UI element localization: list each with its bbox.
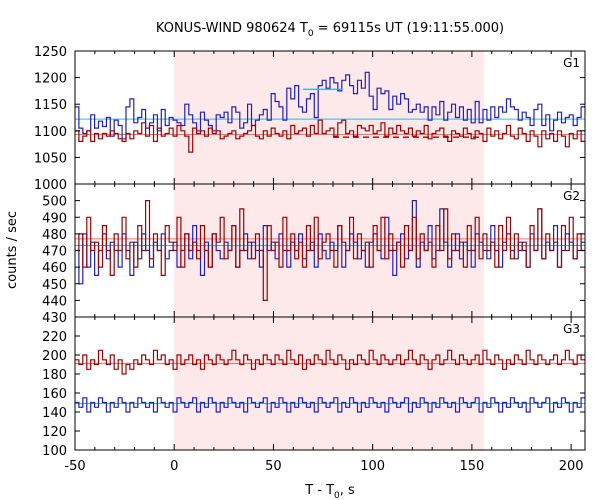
ytick-label-g1-1: 1050 <box>34 151 67 166</box>
ytick-label-g3-2: 140 <box>42 406 67 421</box>
panel-label-g1: G1 <box>563 56 580 70</box>
panel-frame-g3 <box>74 316 586 451</box>
ytick-label-g3-5: 200 <box>42 349 67 364</box>
xtick-label-4: 150 <box>459 459 484 474</box>
y-axis-label: counts / sec <box>5 211 20 289</box>
ytick-label-g2-6: 490 <box>42 211 67 226</box>
ytick-label-g2-2: 450 <box>42 278 67 293</box>
panel-label-g3: G3 <box>563 322 580 336</box>
series-blue-g1 <box>75 71 585 140</box>
series-red-g1 <box>75 119 585 153</box>
ytick-label-g1-3: 1150 <box>34 98 67 113</box>
ytick-label-g2-1: 440 <box>42 294 67 309</box>
ytick-label-g3-1: 120 <box>42 425 67 440</box>
ytick-label-g1-5: 1250 <box>34 45 67 60</box>
series-red-g2 <box>75 200 585 301</box>
ytick-label-g3-0: 100 <box>42 444 67 459</box>
panel-label-g2: G2 <box>563 189 580 203</box>
xtick-label-2: 50 <box>265 459 282 474</box>
ytick-label-g2-5: 480 <box>42 228 67 243</box>
ytick-label-g1-0: 1000 <box>34 178 67 193</box>
ytick-label-g3-3: 160 <box>42 387 67 402</box>
series-blue-g3 <box>75 397 585 413</box>
xtick-label-3: 100 <box>360 459 385 474</box>
ytick-label-g2-7: 500 <box>42 195 67 210</box>
ytick-label-g1-2: 1100 <box>34 125 67 140</box>
chart-title: KONUS-WIND 980624 T0 = 69115s UT (19:11:… <box>156 21 504 39</box>
x-axis-label: T - T0, s <box>304 483 355 500</box>
ytick-label-g2-0: 430 <box>42 311 67 326</box>
series-red-g3 <box>75 349 585 375</box>
ytick-label-g3-6: 220 <box>42 330 67 345</box>
xtick-label-1: 0 <box>170 459 178 474</box>
ytick-label-g2-4: 470 <box>42 245 67 260</box>
ytick-label-g1-4: 1200 <box>34 72 67 87</box>
ytick-label-g3-4: 180 <box>42 368 67 383</box>
ytick-label-g2-3: 460 <box>42 261 67 276</box>
xtick-label-0: -50 <box>64 459 85 474</box>
xtick-label-5: 200 <box>559 459 584 474</box>
